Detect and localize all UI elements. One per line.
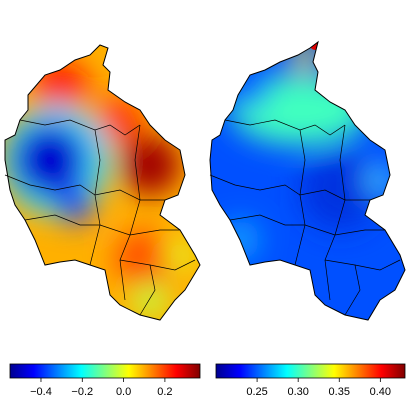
right-districts [209,119,401,316]
colorbars: −0.4 −0.2 0.0 0.2 0.25 0.30 0.35 0.40 [9,363,406,398]
colorbar-tick-label: 0.30 [287,386,308,398]
colorbar-tick-label: 0.2 [157,386,172,398]
colorbar-tick-label: 0.35 [329,386,350,398]
colorbar-tick-label: 0.40 [370,386,391,398]
colorbar-tick-label: −0.4 [30,386,52,398]
left-districts [4,119,196,316]
left-map-field [5,45,200,320]
colorbar [9,363,201,379]
right-map-border [209,40,406,321]
colorbar-tick-label: 0.25 [246,386,267,398]
colorbar [215,363,406,379]
colorbar-tick-label: −0.2 [71,386,93,398]
right-map-field [210,42,405,320]
colorbar-tick-label: 0.0 [116,386,131,398]
